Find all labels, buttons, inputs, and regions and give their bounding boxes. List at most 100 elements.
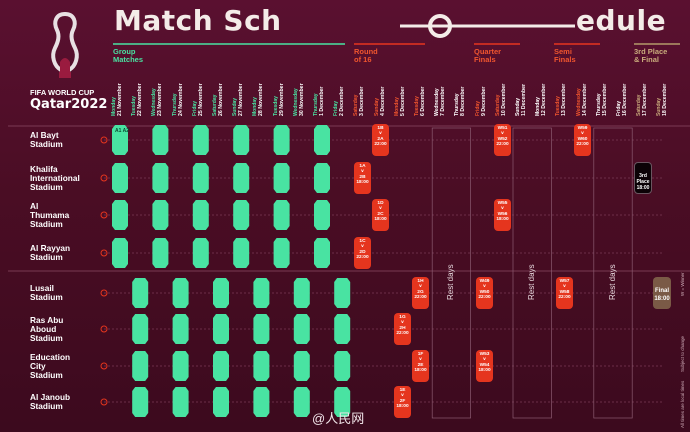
group-match: [192, 200, 209, 230]
r16-match: 1C v 2D 22:00: [354, 237, 371, 269]
title-left: Match Sch: [114, 4, 282, 37]
date-label: 17 December: [642, 83, 649, 116]
row-marker: [100, 325, 108, 333]
group-match: [314, 200, 330, 230]
group-match: [293, 387, 310, 417]
group-match: [233, 125, 250, 155]
date-label: 6 December: [420, 86, 426, 116]
r16-match: 1A v 2B 18:00: [354, 162, 371, 194]
group-match: [334, 387, 351, 417]
date-label: 11 December: [521, 83, 527, 116]
group-match: [132, 387, 149, 417]
group-match: [273, 238, 290, 268]
group-match: [132, 351, 149, 381]
date-label: 26 November: [218, 83, 224, 116]
date-label: 30 November: [298, 83, 305, 116]
group-match: [293, 314, 310, 344]
group-match: [152, 238, 169, 268]
rest-days-label: Rest days: [527, 264, 537, 300]
stadium-name: Lusail Stadium: [30, 283, 63, 302]
rest-day-box: [593, 127, 633, 419]
stadium-name: Al Bayt Stadium: [30, 130, 63, 149]
stage-round-of-16: Round of 16: [354, 47, 378, 64]
date-label: 14 December: [581, 83, 588, 116]
group-match: [132, 314, 149, 344]
group-match: [213, 278, 229, 308]
r16-match: 1H v 2G 22:00: [412, 277, 429, 309]
date-label: 9 December: [480, 86, 487, 116]
group-match: [314, 125, 330, 155]
qf-match: W49 v W50 22:00: [476, 277, 493, 309]
qf-match: W51 v W52 22:00: [494, 124, 511, 156]
group-match: [112, 125, 128, 155]
group-match: [334, 351, 351, 381]
date-day: Sunday: [373, 97, 380, 116]
final-match: Final 18:00: [653, 277, 671, 309]
row-marker: [100, 362, 108, 370]
date-label: 2 December: [339, 86, 346, 116]
group-match: [293, 351, 310, 381]
group-match: [213, 314, 229, 344]
title-ring: [428, 14, 452, 38]
group-match: [233, 200, 250, 230]
stage-group-matches: Group Matches: [113, 47, 144, 64]
group-match: [334, 278, 351, 308]
date-label: 25 November: [197, 83, 204, 116]
footnote-subject: Subject to change: [680, 335, 685, 372]
date-label: 23 November: [157, 83, 164, 116]
date-label: 1 December: [319, 86, 325, 116]
date-label: 12 December: [541, 83, 548, 116]
group-match: [192, 238, 209, 268]
fifa-logo-emblem: [48, 10, 82, 82]
group-match: [172, 351, 189, 381]
date-label: 7 December: [440, 86, 447, 116]
group-match: [334, 314, 351, 344]
date-label: 3 December: [359, 86, 366, 116]
stage-third-and-final: 3rd Place & Final: [634, 47, 668, 64]
group-match: [172, 314, 189, 344]
date-label: 27 November: [238, 83, 245, 116]
group-match: [192, 163, 209, 193]
group-match: [233, 163, 250, 193]
group-match: [314, 163, 330, 193]
row-marker: [100, 289, 108, 297]
date-day: Wednesday: [575, 88, 582, 116]
date-label: 8 December: [460, 86, 467, 116]
group-match: [253, 314, 270, 344]
group-match: [192, 125, 209, 155]
rest-day-box: [431, 127, 471, 419]
date-day: Tuesday: [272, 96, 279, 116]
date-label: 28 November: [258, 83, 265, 116]
group-match: [253, 351, 270, 381]
rest-day-box: [512, 127, 552, 419]
logo-line2: Qatar2022: [30, 97, 108, 112]
date-label: 16 December: [622, 83, 628, 116]
third-place-match: 3rd Place 18:00: [634, 162, 652, 194]
group-match: [253, 387, 270, 417]
group-match: [314, 238, 330, 268]
logo-line1: FIFA WORLD CUP: [30, 88, 95, 97]
qf-match: W53 v W54 18:00: [476, 350, 493, 382]
date-day: Thursday: [171, 93, 178, 116]
date-label: 18 December: [662, 83, 669, 116]
group-match: [112, 163, 128, 193]
date-label: 10 December: [500, 83, 507, 116]
group-match: [152, 125, 169, 155]
date-label: 15 December: [601, 83, 608, 116]
group-match: [213, 387, 229, 417]
rest-days-label: Rest days: [607, 264, 617, 300]
stage-semi-finals: Semi Finals: [554, 47, 576, 64]
date-label: 29 November: [278, 83, 285, 116]
r16-match: 1G v 2H 22:00: [394, 313, 411, 345]
watermark: @人民网: [312, 411, 365, 426]
stage-quarter-finals: Quarter Finals: [474, 47, 502, 64]
date-label: 4 December: [379, 86, 386, 116]
date-label: 22 November: [137, 83, 144, 116]
stadium-name: Al Rayyan Stadium: [30, 243, 71, 262]
group-match: [112, 200, 128, 230]
group-match: [293, 278, 310, 308]
date-day: Friday: [474, 100, 481, 116]
date-label: 24 November: [177, 83, 184, 116]
